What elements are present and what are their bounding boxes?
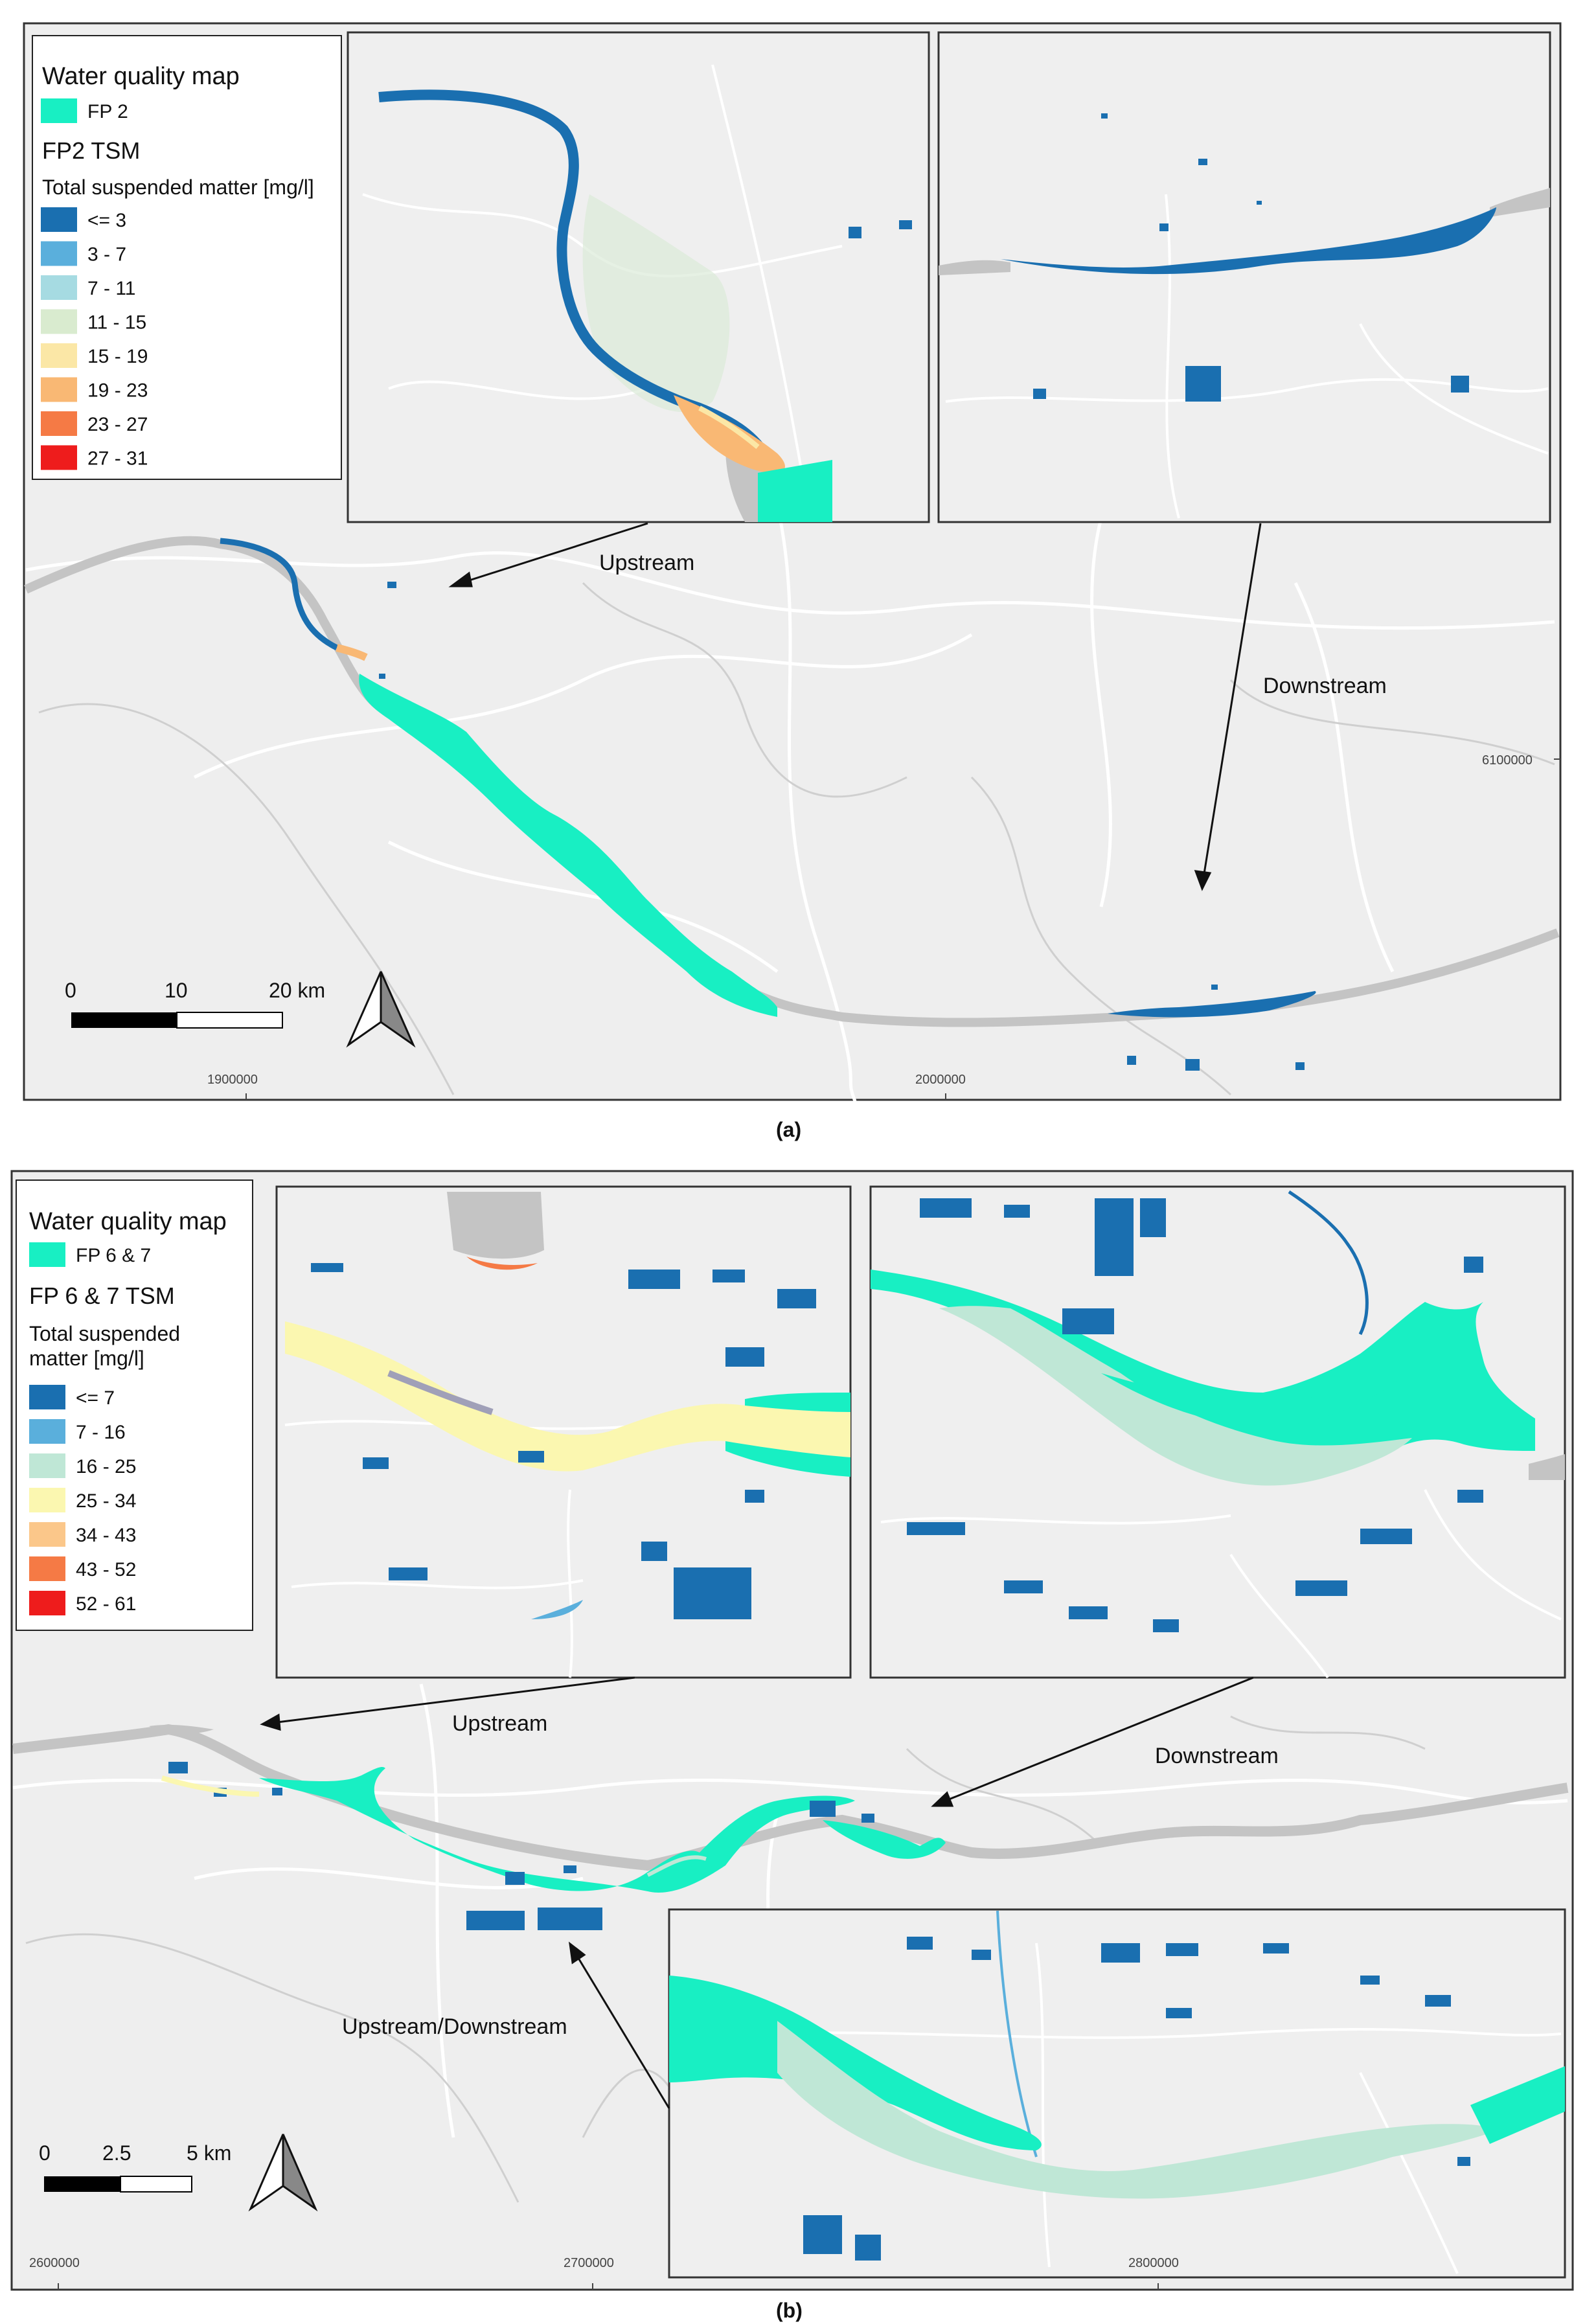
legend-fp-label: FP 6 & 7 — [76, 1245, 151, 1266]
panel-a: Water quality map FP 2 FP2 TSM Total sus… — [23, 22, 1562, 1141]
panel-b-inset-downstream-floodplain — [871, 1270, 1535, 1466]
panel-b-upstream-label: Upstream — [452, 1711, 547, 1736]
panel-b-north-arrow-icon — [248, 2134, 318, 2212]
panel-a-legend: Water quality map FP 2 FP2 TSM Total sus… — [32, 35, 342, 480]
legend-class-swatch — [41, 241, 77, 266]
scale-tick-2: 5 km — [187, 2141, 231, 2165]
legend-title: Water quality map — [29, 1208, 227, 1235]
legend-class-label: 43 - 52 — [76, 1559, 136, 1580]
legend-class-swatch — [41, 207, 77, 232]
legend-tsm-title: FP 6 & 7 TSM — [29, 1282, 175, 1309]
panel-a-downstream-label: Downstream — [1263, 674, 1387, 698]
legend-class-swatch — [29, 1385, 65, 1409]
legend-class-label: 16 - 25 — [76, 1456, 136, 1477]
panel-b-boundaries — [25, 1715, 1426, 2203]
legend-class-label: 7 - 16 — [76, 1422, 126, 1443]
legend-class-label: 11 - 15 — [87, 312, 146, 334]
legend-class-label: <= 3 — [87, 210, 126, 231]
panel-b-updown-label: Upstream/Downstream — [342, 2014, 567, 2039]
panel-a-inset-downstream-river — [1001, 207, 1496, 275]
legend-class-swatch — [29, 1591, 65, 1615]
panel-a-north-arrow-icon — [346, 971, 416, 1048]
panel-b-coord-x1: 2600000 — [29, 2256, 80, 2270]
legend-tsm-title: FP2 TSM — [42, 137, 140, 164]
legend-class-label: <= 7 — [76, 1387, 115, 1409]
panel-a-inset-upstream — [347, 31, 930, 523]
panel-a-upstream-river — [220, 538, 339, 651]
legend-classes: <= 3 3 - 7 7 - 11 11 - 15 15 - 19 19 - 23 23 -… — [41, 207, 148, 470]
panel-b-caption: (b) — [776, 2299, 803, 2322]
legend-classes: <= 7 7 - 16 16 - 25 25 - 34 34 - 43 43 - 52 52… — [29, 1385, 136, 1615]
panel-a-inset-downstream — [849, 31, 1551, 523]
legend-class-swatch — [41, 445, 77, 470]
panel-a-coord-x2: 2000000 — [915, 1073, 966, 1087]
scale-tick-0: 0 — [65, 979, 76, 1002]
panel-b-downstream-label: Downstream — [1155, 1744, 1279, 1768]
legend-class-swatch — [29, 1488, 65, 1512]
legend-title: Water quality map — [42, 63, 240, 90]
panel-b-floodplain — [259, 1767, 855, 1893]
panel-a-upstream-river-hot — [336, 644, 368, 661]
legend-class-label: 23 - 27 — [87, 414, 148, 435]
legend-class-swatch — [41, 309, 77, 334]
scale-tick-2: 20 km — [269, 979, 325, 1002]
legend-tsm-subtitle-1: Total suspended — [29, 1322, 180, 1345]
legend-class-label: 15 - 19 — [87, 346, 148, 367]
legend-class-swatch — [41, 377, 77, 402]
legend-class-swatch — [29, 1453, 65, 1478]
panel-a-coord-x1: 1900000 — [207, 1073, 258, 1087]
legend-tsm-subtitle: Total suspended matter [mg/l] — [42, 176, 314, 199]
legend-class-label: 25 - 34 — [76, 1490, 136, 1512]
legend-class-swatch — [41, 411, 77, 436]
legend-class-label: 19 - 23 — [87, 380, 148, 402]
panel-a-scale-bar: 0 10 20 km — [65, 979, 325, 1029]
panel-a-floodplain-fp2 — [359, 674, 777, 1017]
panel-a-coord-y1: 6100000 — [1482, 753, 1533, 768]
panel-b-coord-x3: 2800000 — [1128, 2256, 1179, 2270]
legend-class-swatch — [41, 343, 77, 368]
panel-b-coord-x2: 2700000 — [564, 2256, 614, 2270]
legend-class-swatch — [29, 1419, 65, 1444]
panel-b-inset-downstream — [869, 1185, 1566, 1679]
panel-a-boundaries — [38, 582, 1555, 1096]
legend-fp-swatch — [29, 1242, 65, 1267]
scale-tick-1: 10 — [165, 979, 188, 1002]
panel-b-inset-upstream-river — [285, 1321, 850, 1472]
legend-class-label: 52 - 61 — [76, 1593, 136, 1615]
panel-b-scale-bar: 0 2.5 5 km — [39, 2141, 231, 2193]
legend-tsm-subtitle-2: matter [mg/l] — [29, 1347, 144, 1370]
legend-class-swatch — [29, 1522, 65, 1547]
panel-b-main-river — [12, 1724, 1569, 1871]
legend-class-swatch — [29, 1556, 65, 1581]
panel-a-upstream-ponds — [379, 582, 396, 679]
panel-a-caption: (a) — [776, 1118, 801, 1141]
panel-b-inset-bottom — [668, 1908, 1566, 2279]
panel-a-arrows — [448, 522, 1262, 891]
panel-b-legend: Water quality map FP 6 & 7 FP 6 & 7 TSM … — [16, 1179, 253, 1631]
legend-fp-swatch — [41, 98, 77, 123]
legend-class-label: 3 - 7 — [87, 244, 126, 266]
panel-a-downstream-ponds — [1127, 985, 1305, 1071]
legend-class-label: 34 - 43 — [76, 1525, 136, 1546]
panel-a-downstream-river — [1108, 991, 1316, 1018]
panel-b: Water quality map FP 6 & 7 FP 6 & 7 TSM … — [10, 1170, 1574, 2322]
panel-b-arrows — [260, 1676, 1254, 2109]
legend-class-label: 27 - 31 — [87, 448, 148, 470]
panel-a-upstream-label: Upstream — [599, 551, 694, 575]
scale-tick-0: 0 — [39, 2141, 51, 2165]
panel-b-inset-bottom-floodplain — [669, 1976, 1042, 2150]
scale-tick-1: 2.5 — [102, 2141, 131, 2165]
legend-fp-label: FP 2 — [87, 101, 128, 122]
panel-b-inset-upstream — [275, 1185, 852, 1679]
legend-class-label: 7 - 11 — [87, 278, 136, 299]
legend-class-swatch — [41, 275, 77, 300]
